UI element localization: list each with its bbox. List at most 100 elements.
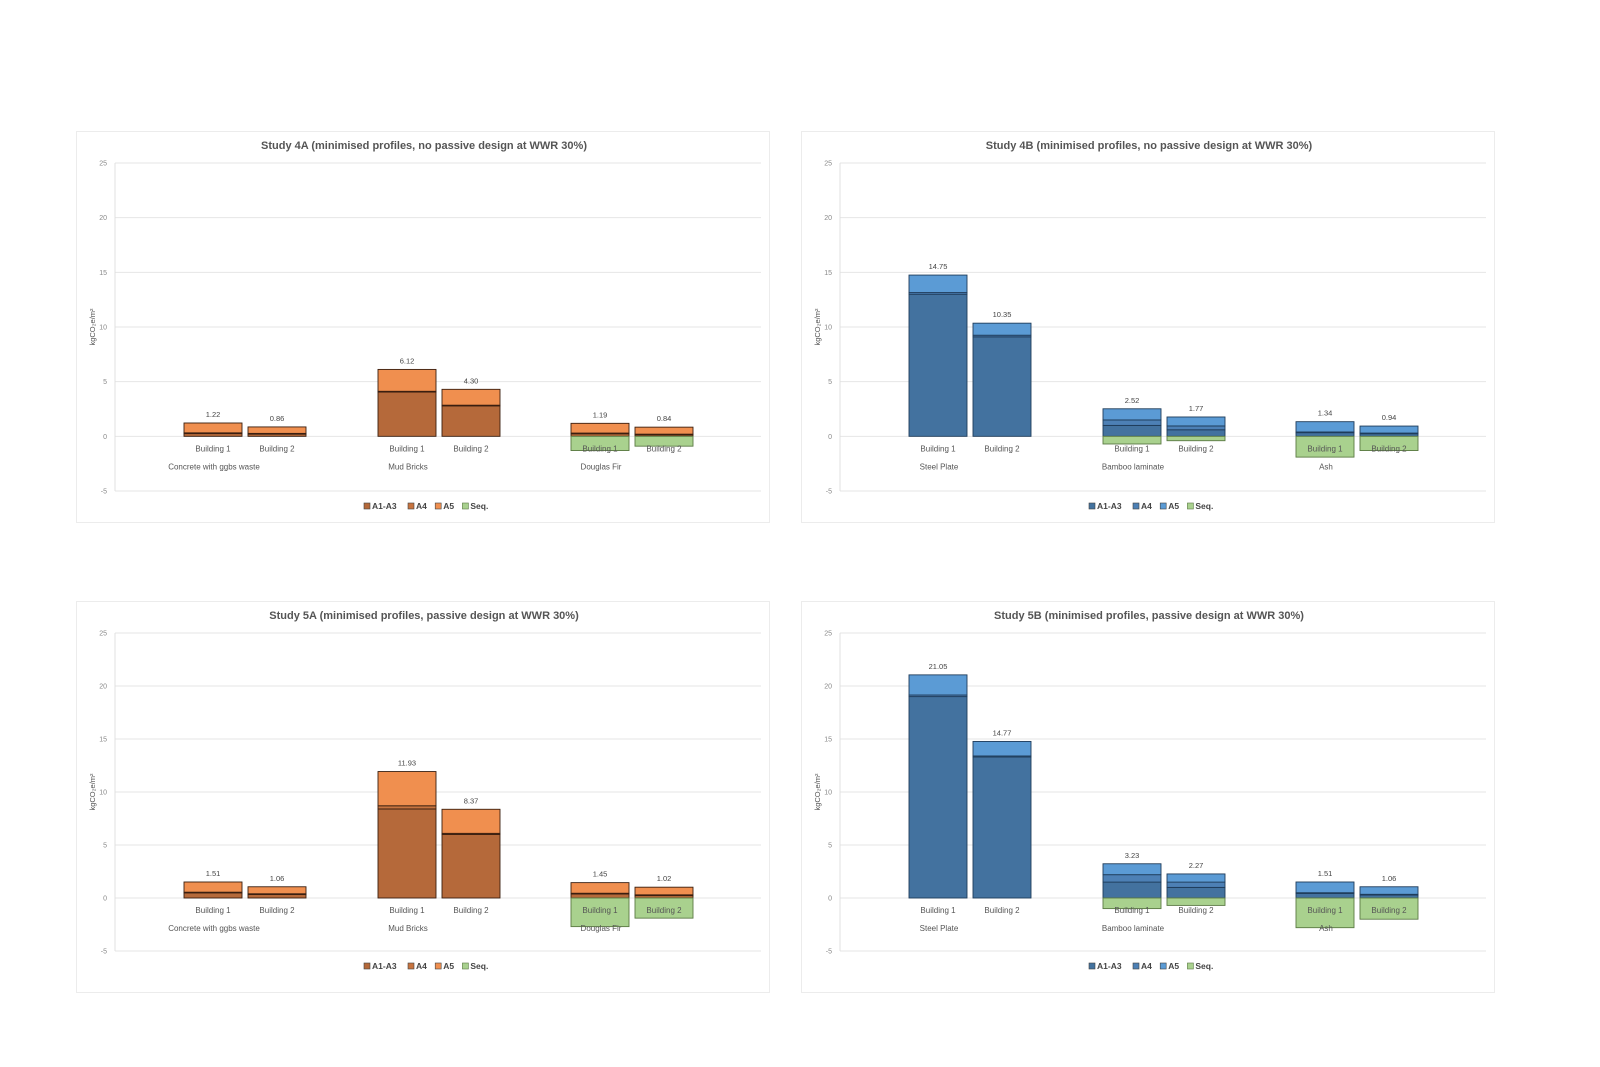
x-category-label: Building 2 bbox=[1371, 444, 1407, 453]
data-label: 1.06 bbox=[270, 874, 285, 883]
x-category-label: Building 2 bbox=[984, 444, 1020, 453]
data-label: 0.84 bbox=[657, 414, 672, 423]
bar-ash-building-2-a5 bbox=[1359, 425, 1419, 434]
x-group-label: Steel Plate bbox=[920, 924, 959, 933]
bar-steel-plate-building-2-a5 bbox=[972, 740, 1032, 757]
bar-mud-bricks-building-2-a1-a3 bbox=[441, 405, 501, 437]
x-category-label: Building 1 bbox=[582, 444, 618, 453]
y-tick-label: 10 bbox=[99, 325, 107, 332]
bar-bamboo-laminate-building-2-a5 bbox=[1166, 873, 1226, 883]
data-label: 11.93 bbox=[398, 759, 416, 768]
bar-mud-bricks-building-1-a5 bbox=[377, 771, 437, 807]
bar-concrete-with-ggbs-waste-building-2-a5 bbox=[247, 426, 307, 434]
x-category-label: Building 2 bbox=[984, 906, 1020, 915]
data-label: 1.02 bbox=[657, 874, 672, 883]
bar-mud-bricks-building-1-a1-a3 bbox=[377, 808, 437, 899]
y-tick-label: -5 bbox=[826, 949, 832, 956]
x-category-label: Building 2 bbox=[453, 906, 489, 915]
x-group-label: Bamboo laminate bbox=[1102, 462, 1165, 471]
x-category-label: Building 1 bbox=[920, 444, 956, 453]
data-label: 0.86 bbox=[270, 414, 285, 423]
bar-bamboo-laminate-building-2-a4 bbox=[1166, 425, 1226, 431]
legend-swatch-a4 bbox=[1132, 962, 1140, 970]
bar-bamboo-laminate-building-1-seq bbox=[1102, 897, 1162, 910]
bar-bamboo-laminate-building-2-seq bbox=[1166, 897, 1226, 906]
y-tick-label: 25 bbox=[824, 631, 832, 638]
x-group-label: Mud Bricks bbox=[388, 462, 428, 471]
bar-mud-bricks-building-1-a5 bbox=[377, 368, 437, 392]
chart-title: Study 4A (minimised profiles, no passive… bbox=[261, 140, 587, 152]
legend-label-a1-a3: A1-A3 bbox=[372, 961, 397, 971]
x-group-label: Mud Bricks bbox=[388, 924, 428, 933]
data-label: 1.45 bbox=[593, 870, 608, 879]
y-tick-label: 20 bbox=[99, 215, 107, 222]
bar-bamboo-laminate-building-1-a4 bbox=[1102, 874, 1162, 883]
chart-title: Study 4B (minimised profiles, no passive… bbox=[986, 140, 1313, 152]
x-category-label: Building 1 bbox=[195, 444, 231, 453]
x-category-label: Building 2 bbox=[646, 444, 682, 453]
legend-label-seq: Seq. bbox=[1195, 501, 1213, 511]
y-tick-label: 15 bbox=[99, 270, 107, 277]
chart-study-5b: Study 5B (minimised profiles, passive de… bbox=[813, 610, 1486, 971]
bar-steel-plate-building-1-a5 bbox=[908, 674, 968, 696]
legend-swatch-seq bbox=[1187, 962, 1194, 970]
bar-steel-plate-building-1-a5 bbox=[908, 274, 968, 294]
y-tick-label: 25 bbox=[99, 631, 107, 638]
data-label: 14.75 bbox=[929, 262, 948, 271]
x-category-label: Building 2 bbox=[1178, 906, 1214, 915]
bar-bamboo-laminate-building-2-a4 bbox=[1166, 881, 1226, 888]
y-axis-label: kgCO₂e/m² bbox=[813, 773, 822, 811]
y-tick-label: -5 bbox=[101, 949, 107, 956]
y-tick-label: 15 bbox=[824, 737, 832, 744]
bar-ash-building-2-seq bbox=[1359, 435, 1419, 451]
bar-steel-plate-building-2-a5 bbox=[972, 322, 1032, 336]
y-tick-label: 0 bbox=[103, 896, 107, 903]
legend-label-a4: A4 bbox=[1141, 501, 1152, 511]
x-category-label: Building 2 bbox=[1371, 906, 1407, 915]
x-category-label: Building 1 bbox=[389, 444, 425, 453]
bar-mud-bricks-building-1-a4 bbox=[377, 805, 437, 810]
y-tick-label: 5 bbox=[828, 379, 832, 386]
legend-swatch-seq bbox=[1187, 502, 1194, 510]
y-tick-label: 20 bbox=[824, 684, 832, 691]
y-axis-label: kgCO₂e/m² bbox=[813, 308, 822, 346]
y-tick-label: 25 bbox=[99, 161, 107, 168]
bar-concrete-with-ggbs-waste-building-1-a1-a3 bbox=[183, 892, 243, 899]
x-group-label: Steel Plate bbox=[920, 462, 959, 471]
y-tick-label: 20 bbox=[824, 215, 832, 222]
bar-steel-plate-building-1-a1-a3 bbox=[908, 696, 968, 899]
bar-bamboo-laminate-building-1-a1-a3 bbox=[1102, 881, 1162, 899]
legend-label-seq: Seq. bbox=[470, 501, 488, 511]
x-category-label: Building 2 bbox=[646, 906, 682, 915]
chart-panel-study-4a: Study 4A (minimised profiles, no passive… bbox=[76, 131, 770, 523]
data-label: 1.19 bbox=[593, 410, 608, 419]
x-category-label: Building 1 bbox=[1307, 444, 1343, 453]
x-category-label: Building 2 bbox=[259, 444, 295, 453]
x-category-label: Building 1 bbox=[1307, 906, 1343, 915]
data-label: 0.94 bbox=[1382, 413, 1397, 422]
data-label: 8.37 bbox=[464, 796, 479, 805]
data-label: 14.77 bbox=[993, 728, 1012, 737]
x-category-label: Building 1 bbox=[582, 906, 618, 915]
x-category-label: Building 1 bbox=[1114, 444, 1150, 453]
data-label: 2.52 bbox=[1125, 396, 1140, 405]
legend-label-seq: Seq. bbox=[1195, 961, 1213, 971]
y-tick-label: 0 bbox=[103, 434, 107, 441]
legend-label-a1-a3: A1-A3 bbox=[1097, 501, 1122, 511]
legend-label-a5: A5 bbox=[1168, 961, 1179, 971]
legend-label-a4: A4 bbox=[1141, 961, 1152, 971]
y-axis-label: kgCO₂e/m² bbox=[88, 308, 97, 346]
data-label: 21.05 bbox=[929, 662, 948, 671]
x-group-label: Ash bbox=[1319, 924, 1333, 933]
bar-douglas-fir-building-1-seq bbox=[570, 897, 630, 928]
legend-swatch-a5 bbox=[434, 962, 442, 970]
y-tick-label: 0 bbox=[828, 434, 832, 441]
data-label: 2.27 bbox=[1189, 861, 1204, 870]
legend-label-seq: Seq. bbox=[470, 961, 488, 971]
bar-bamboo-laminate-building-2-a1-a3 bbox=[1166, 886, 1226, 899]
bar-concrete-with-ggbs-waste-building-1-a5 bbox=[183, 881, 243, 893]
x-category-label: Building 1 bbox=[1114, 906, 1150, 915]
bar-concrete-with-ggbs-waste-building-1-a5 bbox=[183, 422, 243, 434]
y-tick-label: -5 bbox=[826, 489, 832, 496]
data-label: 10.35 bbox=[993, 310, 1012, 319]
